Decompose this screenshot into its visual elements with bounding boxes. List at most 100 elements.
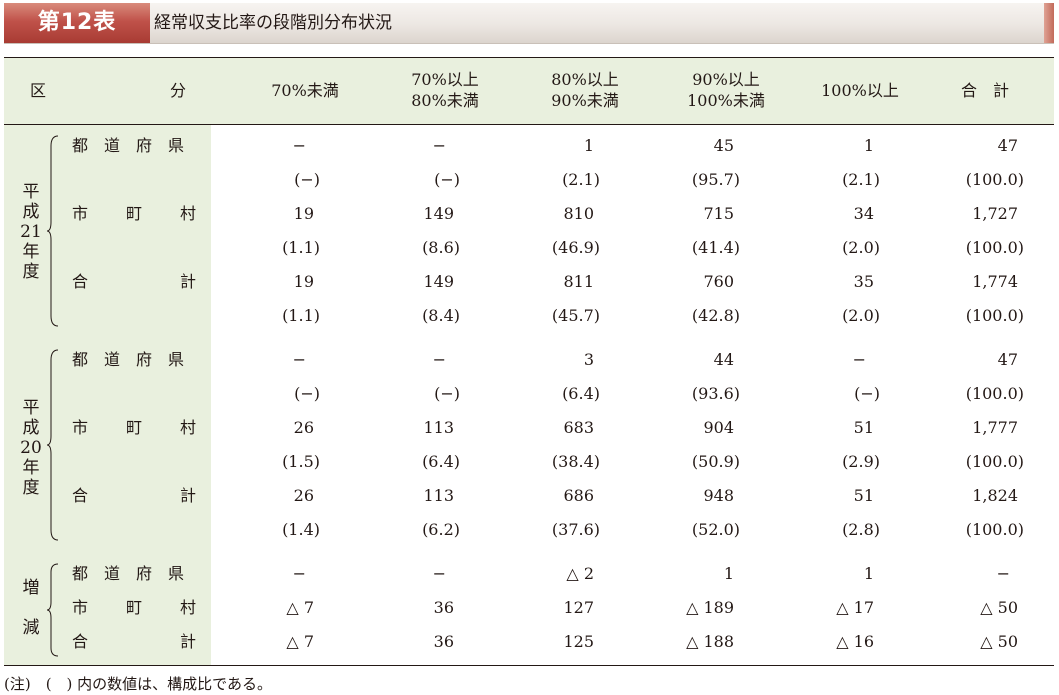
table-cell-ratio: (93.6) [691, 384, 740, 403]
table-cell-value: 683 [563, 418, 594, 437]
table-cell-value: 26 [293, 418, 314, 437]
page-title: 経常収支比率の段階別分布状況 [154, 13, 392, 33]
table-cell-value: − [292, 136, 306, 155]
table-cell-value: △ 16 [836, 632, 874, 651]
table-cell-ratio: (38.4) [551, 452, 600, 471]
table-cell-ratio: (8.4) [422, 306, 460, 325]
table-cell-ratio: (50.9) [691, 452, 740, 471]
header-division-right: 分 [170, 81, 187, 100]
table-cell-ratio: (100.0) [965, 520, 1024, 539]
table-cell-value: 1,774 [972, 272, 1018, 291]
table-cell-value: 19 [293, 204, 314, 223]
brace-h21 [46, 135, 59, 327]
table-cell-ratio: (2.1) [842, 170, 880, 189]
header-col-6: 合 計 [960, 81, 1009, 100]
table-cell-value: − [432, 564, 446, 583]
header-col-3-line1: 80%以上 [551, 70, 619, 89]
table-cell-value: − [292, 350, 306, 369]
row-label-municipality-b: 村 [180, 418, 197, 437]
table-number-badge: 第12表 [4, 3, 150, 43]
table-cell-ratio: (2.1) [562, 170, 600, 189]
table-cell-ratio: (2.8) [842, 520, 880, 539]
table-cell-value: 36 [433, 632, 454, 651]
table-cell-value: 149 [423, 272, 454, 291]
table-cell-value: 36 [433, 598, 454, 617]
table-cell-value: △ 50 [980, 632, 1018, 651]
table-cell-ratio: (46.9) [551, 238, 600, 257]
table-cell-value: 1,727 [972, 204, 1018, 223]
row-label-municipality-m: 町 [126, 418, 143, 437]
table-cell-ratio: (100.0) [965, 170, 1024, 189]
header-bottom-rule [4, 124, 1054, 125]
table-cell-value: △ 188 [686, 632, 734, 651]
row-label-municipality-m: 町 [126, 598, 143, 617]
row-label-municipality-b: 村 [180, 598, 197, 617]
table-cell-value: − [432, 136, 446, 155]
table-cell-ratio: (100.0) [965, 238, 1024, 257]
group-label-h20: 平 成 20 年 度 [20, 398, 42, 498]
row-label-total-b: 計 [180, 272, 197, 291]
table-cell-value: 113 [423, 418, 454, 437]
table-top-rule [4, 57, 1054, 58]
table-cell-value: − [852, 350, 866, 369]
row-label-column-shade [4, 124, 211, 665]
table-cell-ratio: (100.0) [965, 384, 1024, 403]
table-cell-value: − [432, 350, 446, 369]
row-label-municipality-b: 村 [180, 204, 197, 223]
table-cell-value: 1 [863, 564, 874, 583]
table-cell-ratio: (1.1) [282, 238, 320, 257]
table-cell-ratio: (2.0) [842, 238, 880, 257]
table-cell-value: 127 [563, 598, 594, 617]
table-title-bar: 第12表 経常収支比率の段階別分布状況 [4, 3, 1054, 44]
table-cell-value: 948 [703, 486, 734, 505]
table-cell-value: 51 [853, 418, 874, 437]
table-bottom-rule [4, 665, 1054, 666]
table-cell-ratio: (42.8) [691, 306, 740, 325]
table-cell-value: 1,777 [972, 418, 1018, 437]
table-cell-value: 51 [853, 486, 874, 505]
row-label-prefecture: 都 道 府 県 [72, 350, 185, 369]
table-cell-ratio: (−) [854, 384, 880, 403]
table-cell-ratio: (2.0) [842, 306, 880, 325]
row-label-prefecture: 都 道 府 県 [72, 564, 185, 583]
table-cell-ratio: (52.0) [691, 520, 740, 539]
table-cell-value: 760 [703, 272, 734, 291]
table-cell-ratio: (100.0) [965, 452, 1024, 471]
table-cell-ratio: (1.4) [282, 520, 320, 539]
table-cell-value: − [996, 564, 1010, 583]
table-cell-value: 904 [703, 418, 734, 437]
table-cell-value: 3 [583, 350, 594, 369]
header-col-2-line2: 80%未満 [411, 91, 479, 110]
row-label-municipality-m: 町 [126, 204, 143, 223]
table-cell-value: 149 [423, 204, 454, 223]
brace-h20 [46, 349, 59, 541]
group-label-h21: 平 成 21 年 度 [20, 182, 42, 282]
row-label-total-a: 合 [72, 632, 89, 651]
table-cell-ratio: (95.7) [691, 170, 740, 189]
header-col-2-line1: 70%以上 [411, 70, 479, 89]
table-cell-ratio: (1.5) [282, 452, 320, 471]
table-cell-value: 1 [723, 564, 734, 583]
table-cell-value: 113 [423, 486, 454, 505]
row-label-prefecture: 都 道 府 県 [72, 136, 185, 155]
header-col-4-line1: 90%以上 [692, 70, 760, 89]
table-cell-value: 44 [713, 350, 734, 369]
table-cell-value: 1 [583, 136, 594, 155]
row-label-total-a: 合 [72, 486, 89, 505]
title-bar-end-cap [1044, 3, 1054, 43]
table-cell-ratio: (2.9) [842, 452, 880, 471]
table-cell-value: △ 7 [286, 598, 314, 617]
table-cell-ratio: (1.1) [282, 306, 320, 325]
table-cell-ratio: (−) [434, 170, 460, 189]
table-cell-value: 686 [563, 486, 594, 505]
row-label-total-b: 計 [180, 632, 197, 651]
table-cell-value: 34 [853, 204, 874, 223]
row-label-total-a: 合 [72, 272, 89, 291]
table-cell-ratio: (8.6) [422, 238, 460, 257]
table-cell-value: 1,824 [972, 486, 1018, 505]
header-row-shade [4, 58, 1054, 124]
row-label-municipality-a: 市 [72, 204, 89, 223]
table-cell-value: △ 189 [686, 598, 734, 617]
row-label-municipality-a: 市 [72, 418, 89, 437]
table-cell-value: △ 50 [980, 598, 1018, 617]
